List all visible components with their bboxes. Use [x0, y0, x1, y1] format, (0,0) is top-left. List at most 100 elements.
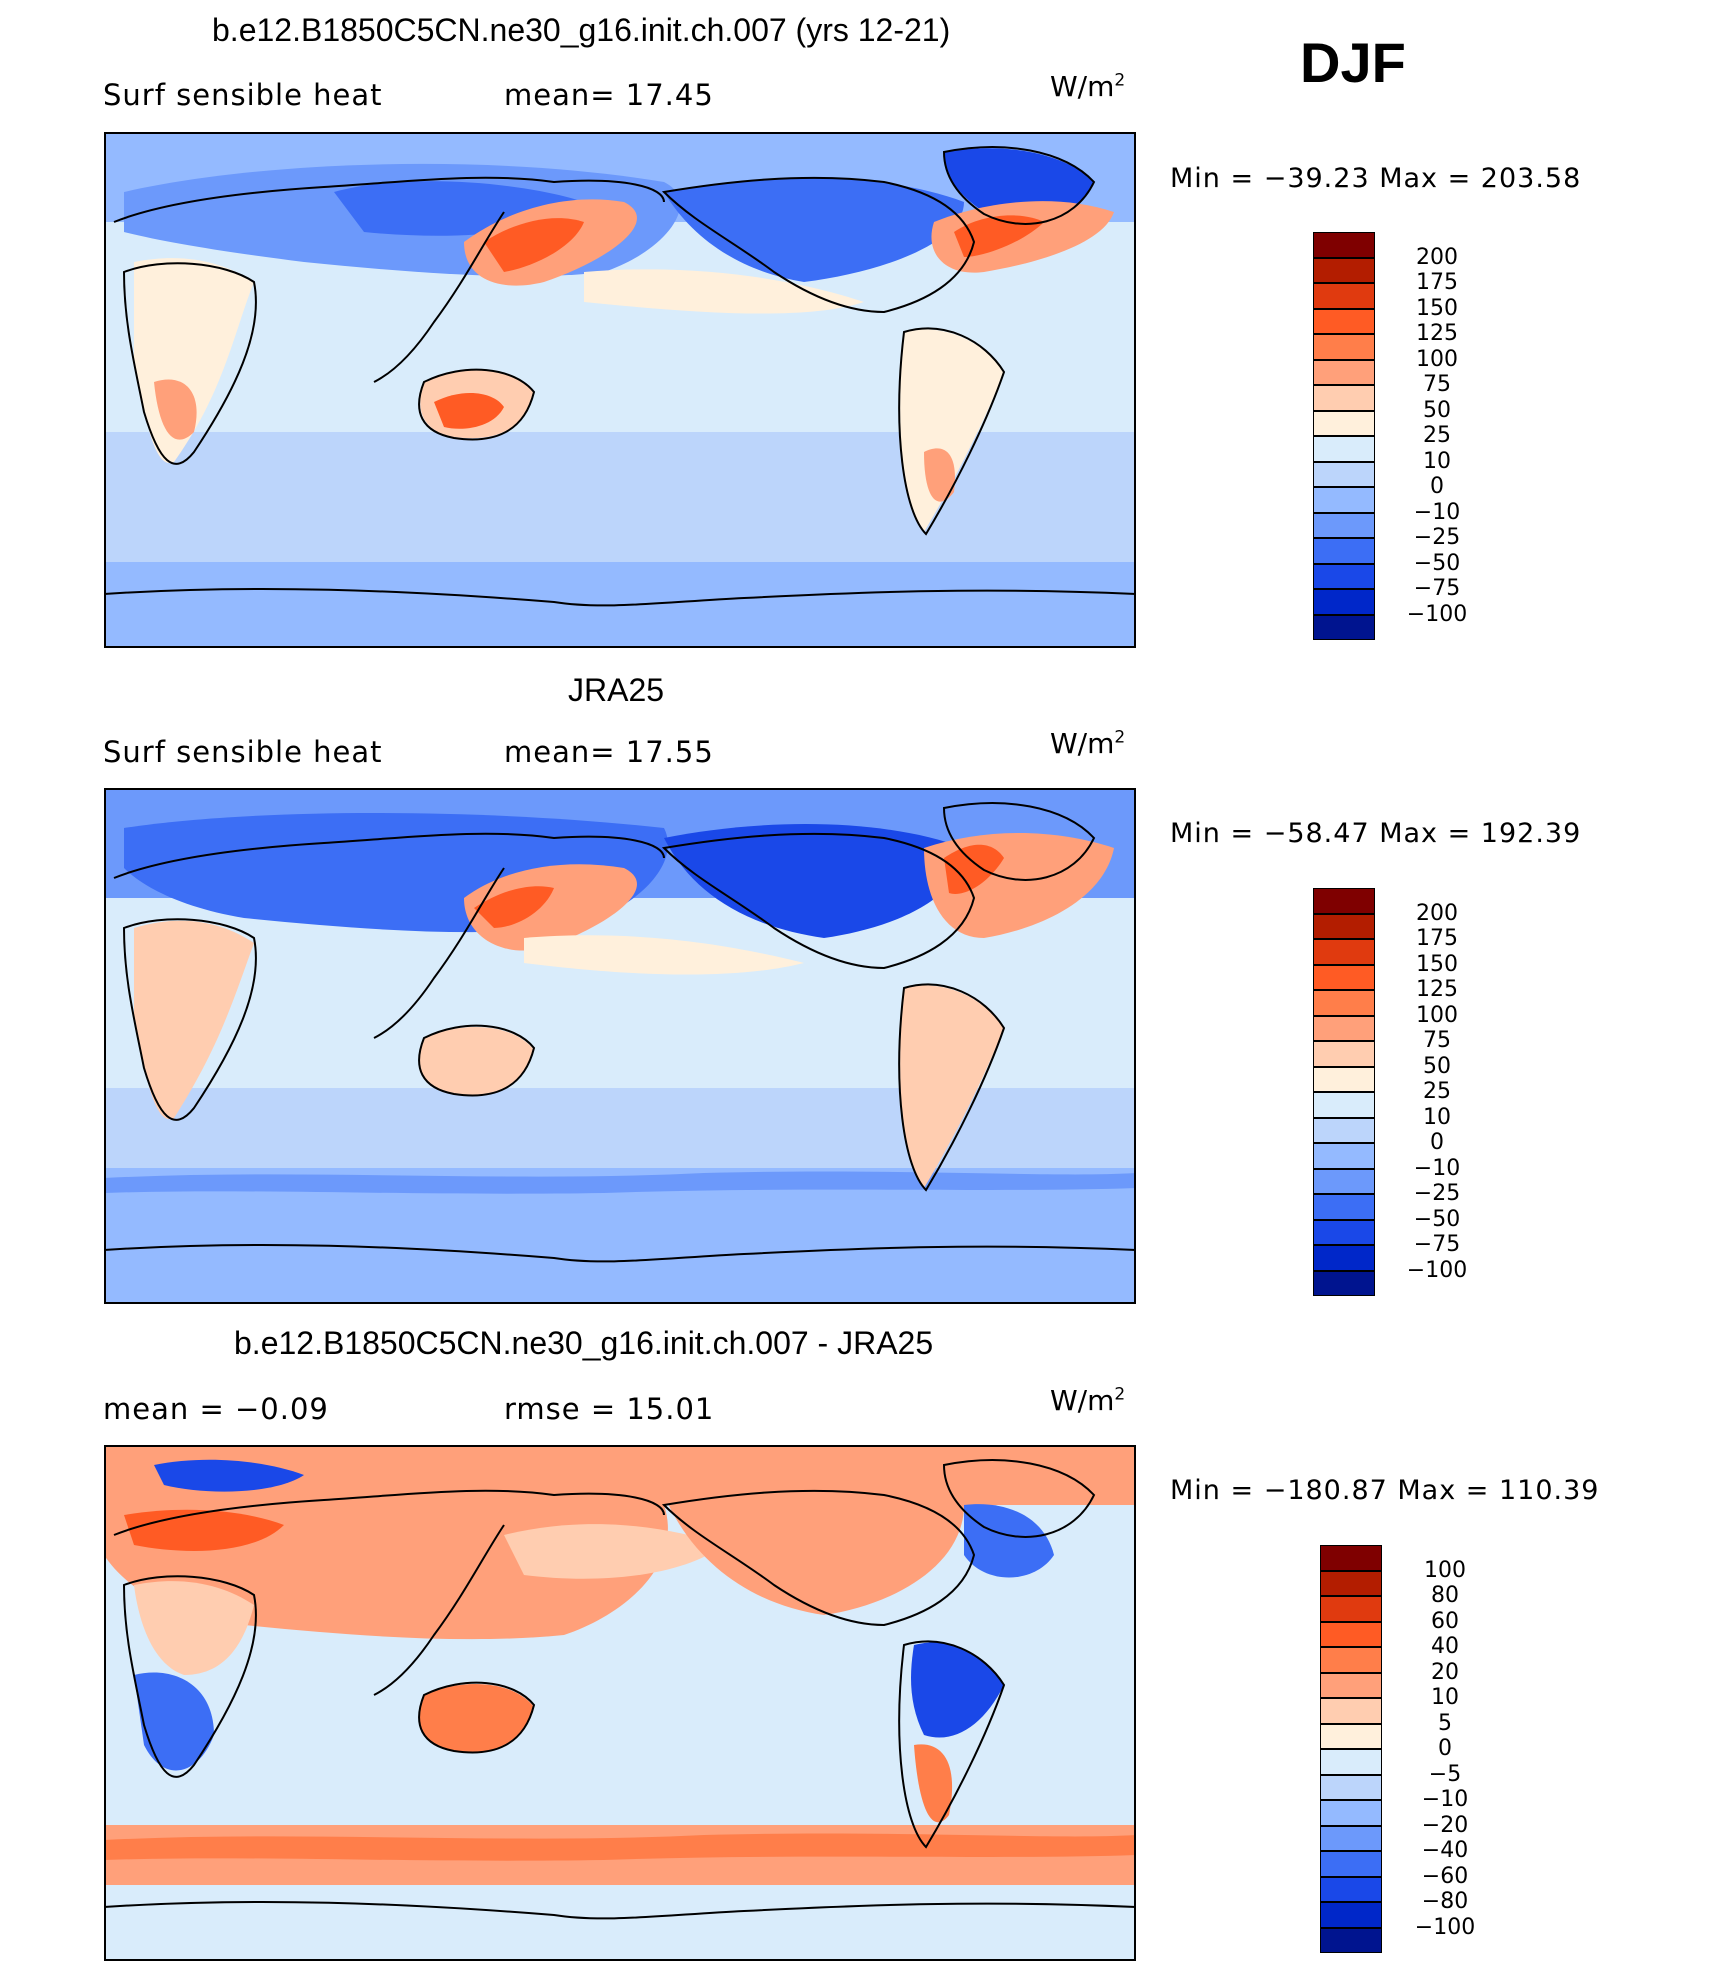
colorbar-swatch	[1320, 1596, 1382, 1622]
south-america-coastline	[898, 983, 1006, 1192]
colorbar-swatch	[1320, 1851, 1382, 1877]
colorbar-swatch	[1313, 1117, 1375, 1143]
colorbar-swatch	[1320, 1698, 1382, 1724]
colorbar-level-label: −10	[1413, 499, 1461, 525]
colorbar-level-label: 125	[1416, 977, 1458, 1002]
north-pacific-warm-band	[524, 935, 804, 975]
colorbar-swatch	[1313, 385, 1375, 411]
colorbar-swatch	[1313, 589, 1375, 615]
panel-3-rmse-label: rmse = 15.01	[504, 1392, 715, 1426]
colorbar-level-label: 100	[1424, 1557, 1466, 1583]
africa-coastline	[122, 1575, 257, 1778]
africa-north-warm	[134, 1581, 254, 1675]
panel-1-mean-label: mean= 17.45	[504, 78, 714, 112]
colorbar-level-label: 100	[1416, 1002, 1458, 1028]
colorbar-swatch	[1313, 359, 1375, 385]
kuroshio-warm-region	[464, 864, 637, 951]
panel-2-units: W/m2	[1050, 727, 1126, 760]
colorbar-swatch	[1313, 512, 1375, 538]
colorbar-swatch	[1313, 410, 1375, 436]
panel-3-colorbar-swatches	[1320, 1545, 1384, 1953]
panel-1-colorbar-swatches	[1313, 232, 1377, 640]
panel-2-colorbar-swatches	[1313, 888, 1377, 1296]
colorbar-level-label: −100	[1414, 1914, 1476, 1940]
north-america-cold-region	[664, 178, 964, 282]
antarctic-coastline	[104, 587, 1136, 607]
panel-3-minmax: Min = −180.87 Max = 110.39	[1170, 1475, 1600, 1506]
southern-ocean-cold-streaks	[104, 1171, 1136, 1194]
colorbar-swatch	[1313, 232, 1375, 258]
australia-warm	[419, 1026, 534, 1096]
southern-ocean-band	[104, 432, 1136, 562]
colorbar-level-label: −5	[1428, 1761, 1462, 1787]
asia-east-coastline	[373, 211, 505, 383]
colorbar-swatch	[1320, 1621, 1382, 1647]
panel-3-colorbar	[1320, 1545, 1384, 1953]
colorbar-level-label: 150	[1416, 295, 1458, 321]
patagonia-warm	[914, 1744, 953, 1823]
panel-1-minmax: Min = −39.23 Max = 203.58	[1170, 163, 1582, 194]
colorbar-level-label: 125	[1416, 321, 1458, 346]
kuroshio-core	[474, 886, 554, 928]
map-frame	[104, 788, 1136, 1304]
colorbar-swatch	[1320, 1672, 1382, 1698]
colorbar-level-label: −10	[1413, 1155, 1461, 1181]
colorbar-swatch	[1320, 1902, 1382, 1928]
colorbar-level-label: −80	[1421, 1889, 1469, 1914]
greenland-coastline	[942, 802, 1096, 881]
asia-east-coastline	[373, 1524, 505, 1696]
colorbar-level-label: 50	[1423, 397, 1451, 423]
southern-ocean-warm-streaks	[104, 1833, 1136, 1861]
colorbar-level-label: −100	[1406, 601, 1468, 627]
colorbar-swatch	[1320, 1723, 1382, 1749]
africa-coastline	[122, 918, 257, 1121]
north-pacific-warm-band	[584, 269, 864, 314]
south-america-land	[900, 329, 1004, 532]
colorbar-swatch	[1313, 1270, 1375, 1296]
australia-core	[434, 392, 504, 429]
map-frame	[104, 1445, 1136, 1961]
panel-3-colorbar-labels: 100 80 60 40 20 10 5 0 −5 −10 −20 −40 −60 −80 −100	[1400, 1545, 1520, 1953]
colorbar-swatch	[1313, 1066, 1375, 1092]
north-america-coastline	[661, 1489, 976, 1627]
africa-cold	[134, 1672, 214, 1771]
colorbar-swatch	[1320, 1749, 1382, 1775]
panel-2-title: JRA25	[568, 672, 665, 708]
map-frame	[104, 132, 1136, 648]
colorbar-swatch	[1313, 257, 1375, 283]
colorbar-level-label: 75	[1423, 1028, 1451, 1053]
colorbar-level-label: −20	[1421, 1812, 1469, 1838]
colorbar-swatch	[1320, 1647, 1382, 1673]
colorbar-swatch	[1313, 1245, 1375, 1271]
colorbar-swatch	[1313, 1219, 1375, 1245]
panel-2-variable-label: Surf sensible heat	[103, 735, 383, 769]
colorbar-swatch	[1313, 888, 1375, 914]
panel-2-colorbar-labels: 200 175 150 125 100 75 50 25 10 0 −10 −25 −50 −75 −100	[1392, 888, 1512, 1296]
colorbar-swatch	[1313, 461, 1375, 487]
colorbar-swatch	[1313, 538, 1375, 564]
colorbar-level-label: 0	[1430, 474, 1444, 499]
gulf-stream-core	[954, 215, 1044, 257]
panel-3-map	[104, 1445, 1136, 1961]
colorbar-swatch	[1313, 283, 1375, 309]
colorbar-level-label: 75	[1423, 372, 1451, 397]
colorbar-swatch	[1320, 1570, 1382, 1596]
barents-cold	[154, 1459, 304, 1492]
colorbar-level-label: 60	[1431, 1608, 1459, 1634]
north-america-coastline	[661, 176, 976, 314]
antarctic-coastline	[104, 1243, 1136, 1263]
colorbar-level-label: −25	[1413, 525, 1461, 550]
south-america-warm	[900, 985, 1004, 1188]
panel-2-colorbar	[1313, 888, 1377, 1296]
colorbar-level-label: −100	[1406, 1257, 1468, 1283]
colorbar-swatch	[1313, 1168, 1375, 1194]
south-america-coastline	[898, 1640, 1006, 1849]
season-label: DJF	[1300, 31, 1406, 94]
colorbar-swatch	[1313, 1194, 1375, 1220]
colorbar-swatch	[1313, 563, 1375, 589]
colorbar-level-label: 175	[1416, 926, 1458, 951]
colorbar-swatch	[1313, 436, 1375, 462]
panel-1-colorbar	[1313, 232, 1377, 640]
panel-3-title: b.e12.B1850C5CN.ne30_g16.init.ch.007 - J…	[234, 1325, 934, 1361]
eurasia-coastline	[113, 1489, 665, 1536]
